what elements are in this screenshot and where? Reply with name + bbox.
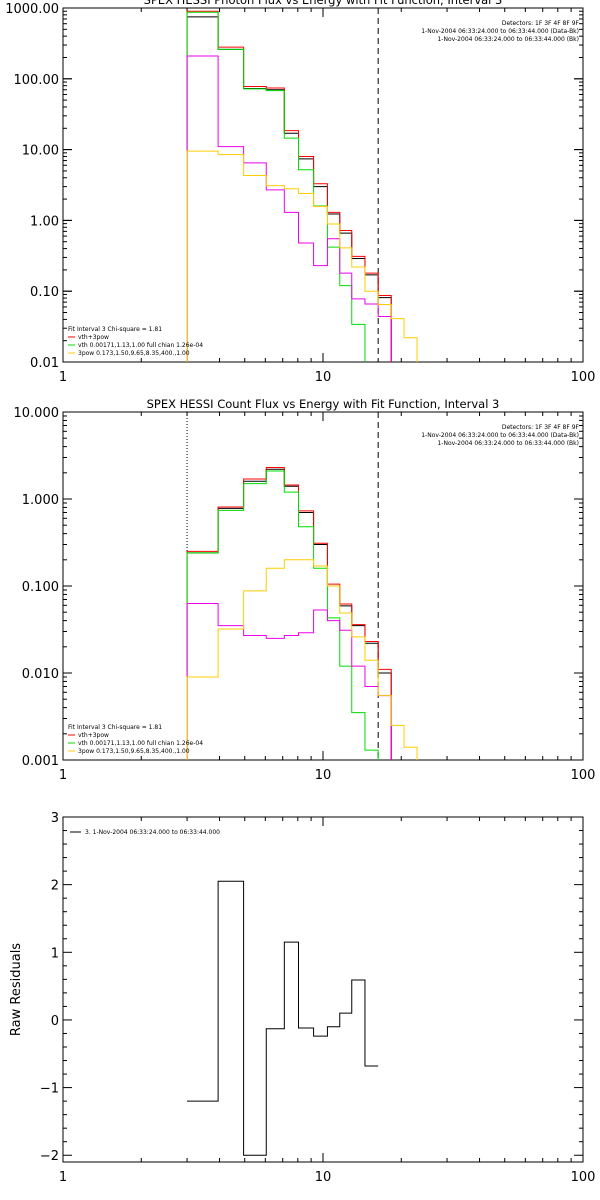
fit-legend-line-4: 3pow 0.173,1.50,9.65,8.35,400.,1.00 [78,350,190,357]
series-5-histogram [186,559,418,760]
plot-frame [62,411,584,761]
plot-frame [62,816,584,1163]
x-tick-label: 100 [571,768,596,783]
y-tick-label: 100.00 [14,73,60,88]
series-5-histogram [186,150,418,362]
series-4-histogram [186,602,392,760]
y-tick-label: 1000.00 [5,2,59,17]
y-tick-label: 10.00 [22,144,59,159]
y-tick-label: −1 [40,1082,59,1097]
panel-1: SPEX HESSI Photon Flux vs Energy with Fi… [5,0,595,385]
panel-3: Raw Residuals 1 10 100 −2 −1 0 1 2 3 3. 1-Nov-2004… [9,811,595,1185]
header-line-3: 1-Nov-2004 06:33:24.000 to 06:33:44.000 … [437,440,579,447]
x-tick-label: 10 [315,1170,332,1185]
chart-title: SPEX HESSI Count Flux vs Energy with Fit… [147,397,500,411]
x-tick-label: 1 [59,370,67,385]
chart-title: SPEX HESSI Photon Flux vs Energy with Fi… [144,0,503,7]
header-line-1: Detectors: 1F 3F 4F 8F 9F [502,424,580,431]
x-tick-label: 100 [571,1170,596,1185]
y-tick-label: −2 [40,1149,59,1164]
header-line-3: 1-Nov-2004 06:33:24.000 to 06:33:44.000 … [437,36,579,43]
legend-label: 3. 1-Nov-2004 06:33:24.000 to 06:33:44.0… [85,829,220,836]
y-tick-label: 10.000 [14,406,60,421]
header-line-2: 1-Nov-2004 06:33:24.000 to 06:33:44.000 … [421,28,579,35]
header-line-2: 1-Nov-2004 06:33:24.000 to 06:33:44.000 … [421,432,579,439]
panel-2: SPEX HESSI Count Flux vs Energy with Fit… [14,397,596,783]
x-tick-label: 100 [571,370,596,385]
x-tick-label: 1 [59,1170,67,1185]
fit-legend-line-3: vth 0.00171,1.13,1.00 full chian 1.26e-0… [78,740,203,747]
fit-legend-line-1: Fit Interval 3 Chi-square = 1.81 [68,724,162,731]
y-tick-label: 0.010 [22,667,59,682]
y-tick-label: 3 [51,811,59,826]
y-tick-label: 2 [51,879,59,894]
y-axis-label: Raw Residuals [9,943,24,1036]
fit-legend-line-4: 3pow 0.173,1.50,9.65,8.35,400.,1.00 [78,748,190,755]
x-tick-label: 10 [315,768,332,783]
y-tick-label: 1.00 [30,214,59,229]
fit-legend-line-3: vth 0.00171,1.13,1.00 full chian 1.26e-0… [78,342,203,349]
series-4-histogram [186,55,392,362]
y-tick-label: 0.01 [30,356,59,371]
y-tick-label: 0.10 [30,285,59,300]
y-tick-label: 0.100 [22,580,59,595]
series-1-histogram [187,880,379,1156]
y-tick-label: 1 [51,946,59,961]
series-3-histogram [186,11,366,362]
header-line-1: Detectors: 1F 3F 4F 8F 9F [502,20,580,27]
x-tick-label: 1 [59,768,67,783]
fit-legend-line-2: vth+3pow [78,732,109,739]
plot-frame [62,7,584,363]
y-tick-label: 1.000 [22,493,59,508]
fit-legend-line-1: Fit Interval 3 Chi-square = 1.81 [68,326,162,333]
x-tick-label: 10 [315,370,332,385]
fit-legend-line-2: vth+3pow [78,334,109,341]
y-tick-label: 0.001 [22,754,59,769]
series-3-histogram [186,470,379,760]
y-tick-label: 0 [51,1014,59,1029]
